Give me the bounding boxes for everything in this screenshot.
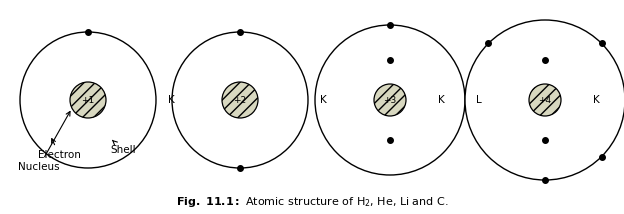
Text: K: K xyxy=(168,95,175,105)
Ellipse shape xyxy=(374,84,406,116)
Ellipse shape xyxy=(70,82,106,118)
Text: Electron: Electron xyxy=(38,139,81,160)
Text: L: L xyxy=(476,95,482,105)
Ellipse shape xyxy=(505,60,585,140)
Ellipse shape xyxy=(465,20,624,180)
Text: Shell: Shell xyxy=(110,140,135,155)
Text: +1: +1 xyxy=(81,95,95,104)
Ellipse shape xyxy=(350,60,430,140)
Ellipse shape xyxy=(222,82,258,118)
Text: K: K xyxy=(320,95,327,105)
Text: K: K xyxy=(593,95,600,105)
Ellipse shape xyxy=(172,32,308,168)
Ellipse shape xyxy=(315,25,465,175)
Text: K: K xyxy=(438,95,445,105)
Text: +4: +4 xyxy=(539,95,552,104)
Ellipse shape xyxy=(20,32,156,168)
Ellipse shape xyxy=(529,84,561,116)
Text: Nucleus: Nucleus xyxy=(18,111,70,172)
Text: +3: +3 xyxy=(383,95,397,104)
Text: +2: +2 xyxy=(233,95,246,104)
Text: $\bf{Fig.\ 11.1:}$ Atomic structure of H$_2$, He, Li and C.: $\bf{Fig.\ 11.1:}$ Atomic structure of H… xyxy=(176,195,448,209)
